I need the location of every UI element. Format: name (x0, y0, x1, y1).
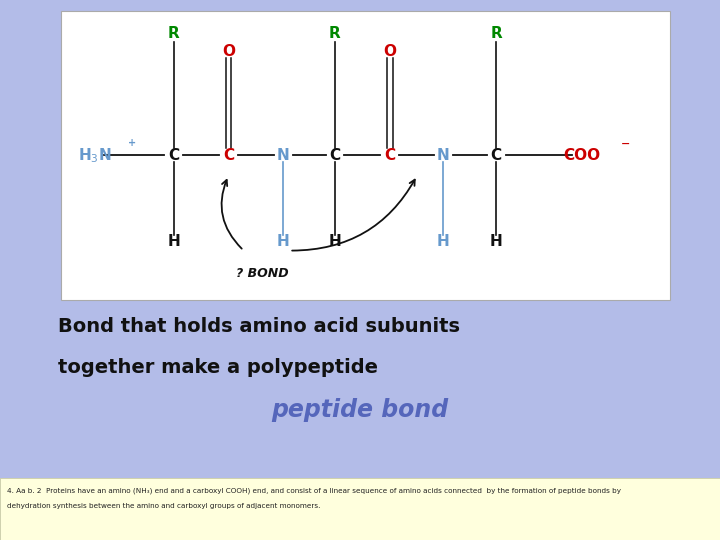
Text: dehydration synthesis between the amino and carboxyl groups of adjacent monomers: dehydration synthesis between the amino … (7, 503, 320, 509)
Text: R: R (329, 26, 341, 42)
Text: R: R (490, 26, 502, 42)
Text: H: H (167, 234, 180, 249)
Text: O: O (383, 44, 396, 59)
Text: O: O (222, 44, 235, 59)
Text: together make a polypeptide: together make a polypeptide (58, 357, 377, 377)
FancyBboxPatch shape (0, 478, 720, 540)
Text: N: N (277, 148, 289, 163)
Text: ? BOND: ? BOND (235, 267, 288, 280)
Text: N: N (437, 148, 450, 163)
Text: H: H (437, 234, 450, 249)
Text: +: + (128, 138, 136, 149)
Text: Bond that holds amino acid subunits: Bond that holds amino acid subunits (58, 317, 459, 336)
Text: H: H (277, 234, 289, 249)
Text: C: C (330, 148, 341, 163)
Text: C: C (384, 148, 395, 163)
Text: −: − (621, 138, 631, 149)
Text: COO: COO (563, 148, 600, 163)
FancyBboxPatch shape (61, 11, 670, 300)
Text: peptide bond: peptide bond (271, 399, 449, 422)
Text: H: H (328, 234, 341, 249)
Text: C: C (223, 148, 234, 163)
Text: 4. Aa b. 2  Proteins have an amino (NH₃) end and a carboxyl COOH) end, and consi: 4. Aa b. 2 Proteins have an amino (NH₃) … (7, 487, 621, 494)
Text: H$_3$N: H$_3$N (78, 146, 112, 165)
Text: H: H (490, 234, 503, 249)
Text: R: R (168, 26, 179, 42)
Text: C: C (168, 148, 179, 163)
Text: C: C (490, 148, 502, 163)
